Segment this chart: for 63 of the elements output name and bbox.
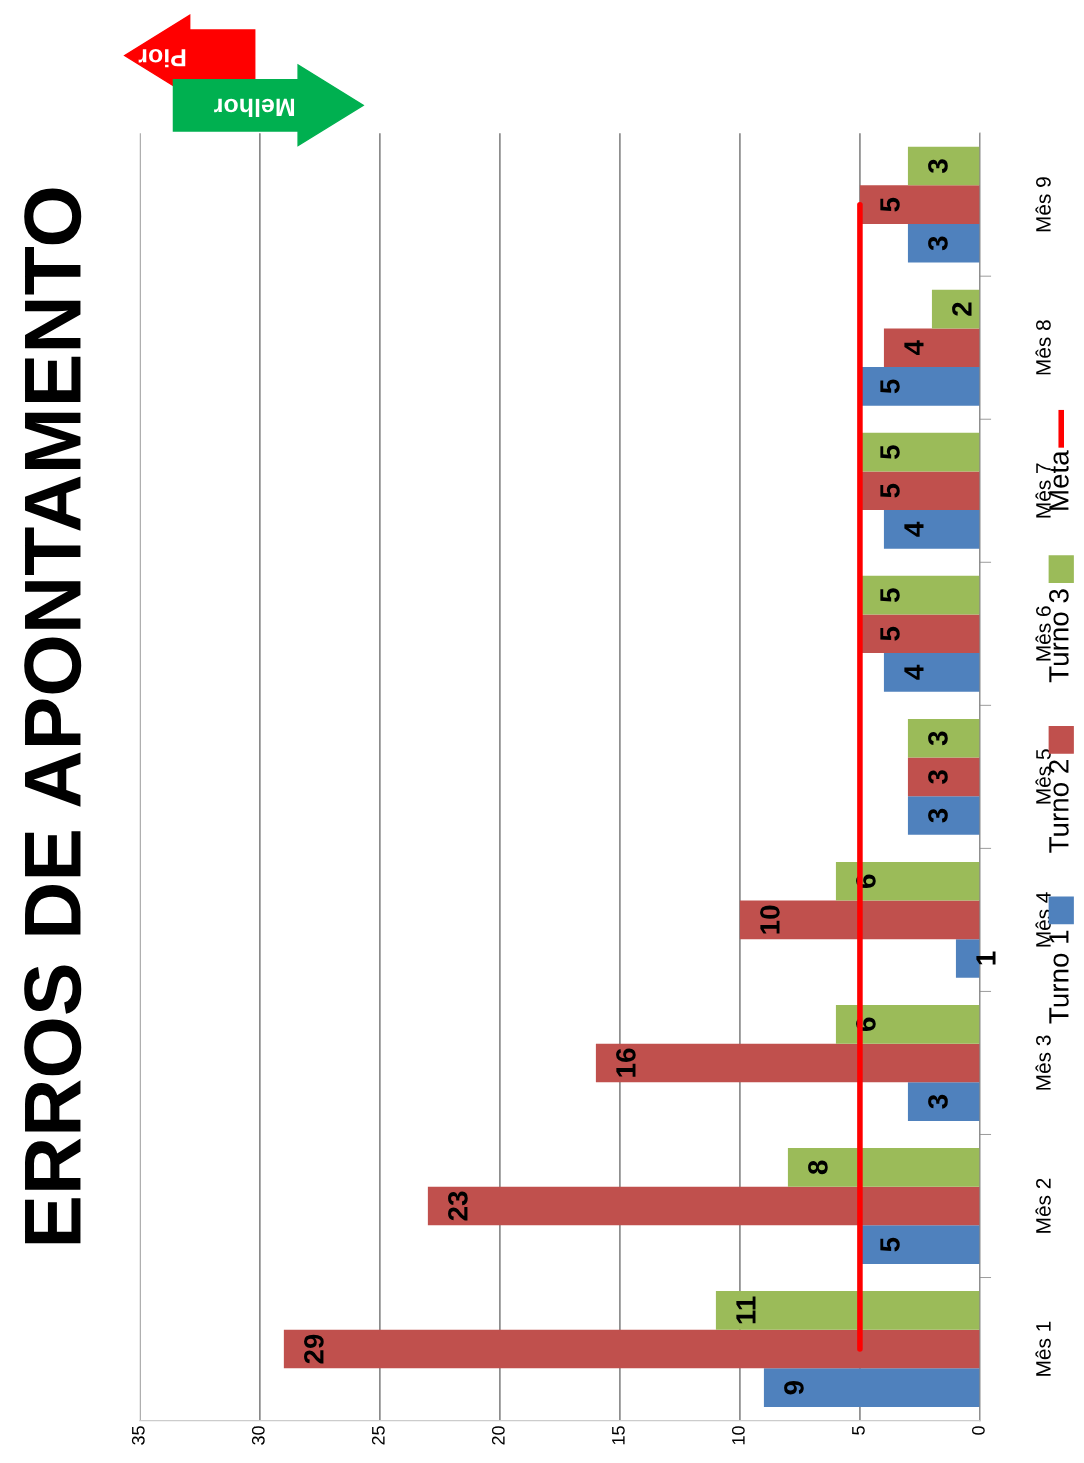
x-tick-label: 15 xyxy=(612,1426,625,1445)
y-tick-label: Mês 2 xyxy=(1035,1178,1051,1233)
y-tick-label: Mês 6 xyxy=(1035,606,1051,661)
data-label: 9 xyxy=(784,1380,804,1395)
data-label: 5 xyxy=(880,379,900,394)
data-label: 3 xyxy=(928,159,948,174)
data-label: 10 xyxy=(760,905,780,934)
bar xyxy=(715,1291,980,1330)
bar xyxy=(859,185,980,224)
data-label: 3 xyxy=(928,808,948,823)
data-label: 5 xyxy=(880,483,900,498)
bar xyxy=(739,900,980,940)
data-label: 3 xyxy=(928,236,948,251)
y-tick-label: Mês 7 xyxy=(1035,463,1051,518)
legend-label: Meta xyxy=(1049,450,1069,510)
bar xyxy=(763,1368,980,1407)
bar xyxy=(907,1082,980,1121)
bar xyxy=(907,146,980,186)
data-label: 5 xyxy=(880,1237,900,1252)
bar xyxy=(883,510,980,549)
text: ERROS DE APONTAMENTO xyxy=(24,188,82,1244)
y-tick-label: Mês 3 xyxy=(1035,1035,1051,1090)
text: Pior xyxy=(138,48,186,68)
y-tick-label: Mês 1 xyxy=(1035,1321,1051,1376)
data-label: 3 xyxy=(928,1094,948,1109)
data-label: 16 xyxy=(616,1048,636,1077)
bar xyxy=(907,796,980,835)
data-label: 5 xyxy=(880,626,900,641)
bar xyxy=(907,223,980,263)
data-label: 5 xyxy=(880,445,900,459)
data-label: 29 xyxy=(304,1334,324,1364)
data-label: 4 xyxy=(904,340,924,356)
data-label: 11 xyxy=(736,1296,756,1324)
data-label: 5 xyxy=(880,197,900,212)
bar xyxy=(427,1186,980,1226)
data-label: 23 xyxy=(448,1191,468,1221)
bar xyxy=(907,757,980,797)
x-tick-label: 20 xyxy=(491,1426,505,1445)
data-label: 8 xyxy=(808,1160,828,1175)
x-tick-label: 35 xyxy=(131,1426,145,1445)
data-label: 4 xyxy=(904,664,924,680)
x-tick-label: 10 xyxy=(731,1426,745,1445)
y-tick-label: Mês 8 xyxy=(1035,320,1051,375)
bar xyxy=(595,1043,980,1083)
data-label: 2 xyxy=(952,302,972,316)
data-label: 5 xyxy=(880,588,900,603)
bar xyxy=(883,653,980,692)
bar xyxy=(835,1005,980,1044)
data-label: 3 xyxy=(928,731,948,746)
data-label: 3 xyxy=(928,770,948,784)
bar xyxy=(907,718,980,758)
bar xyxy=(835,861,980,901)
data-label: 4 xyxy=(904,521,924,537)
bar xyxy=(283,1329,980,1369)
x-tick-label: 5 xyxy=(852,1426,865,1435)
data-label: 1 xyxy=(976,951,996,965)
x-tick-label: 25 xyxy=(371,1426,385,1445)
y-tick-label: Mês 9 xyxy=(1035,177,1051,232)
x-tick-label: 0 xyxy=(972,1426,985,1435)
text: Melhor xyxy=(214,98,295,117)
bar xyxy=(787,1148,980,1187)
x-tick-label: 30 xyxy=(251,1426,265,1445)
bar xyxy=(883,328,980,368)
